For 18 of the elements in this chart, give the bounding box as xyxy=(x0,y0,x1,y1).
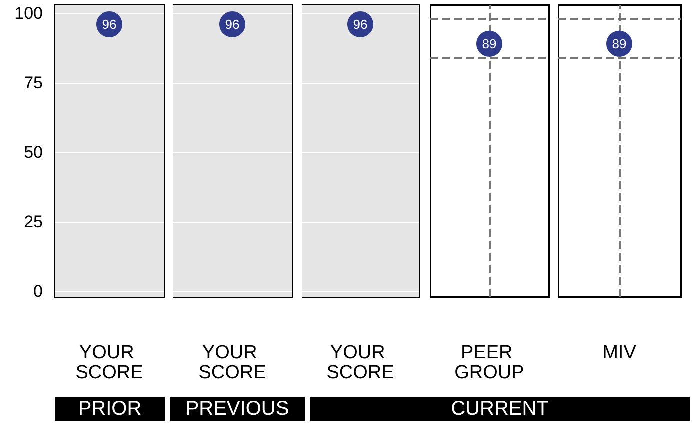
y-tick-label: 75 xyxy=(24,73,43,92)
data-label: 96 xyxy=(353,16,368,32)
text: PRIOR xyxy=(55,397,165,421)
x-tick-label: YOUR SCORE xyxy=(198,342,266,384)
data-label: 96 xyxy=(225,16,240,32)
x-tick-label: YOUR SCORE xyxy=(326,342,394,384)
data-label: 96 xyxy=(102,16,117,32)
data-label: 89 xyxy=(482,36,497,52)
x-tick-label: PEER GROUP xyxy=(454,342,524,384)
y-tick-label: 25 xyxy=(24,212,43,232)
data-label: 89 xyxy=(612,36,627,52)
text: PREVIOUS xyxy=(170,397,305,421)
x-tick-label: MIV xyxy=(602,342,637,364)
text: CURRENT xyxy=(310,397,690,421)
y-tick-label: 100 xyxy=(14,4,43,23)
y-tick-label: 0 xyxy=(34,282,43,301)
y-tick-label: 50 xyxy=(24,142,43,162)
x-tick-label: YOUR SCORE xyxy=(76,342,144,384)
